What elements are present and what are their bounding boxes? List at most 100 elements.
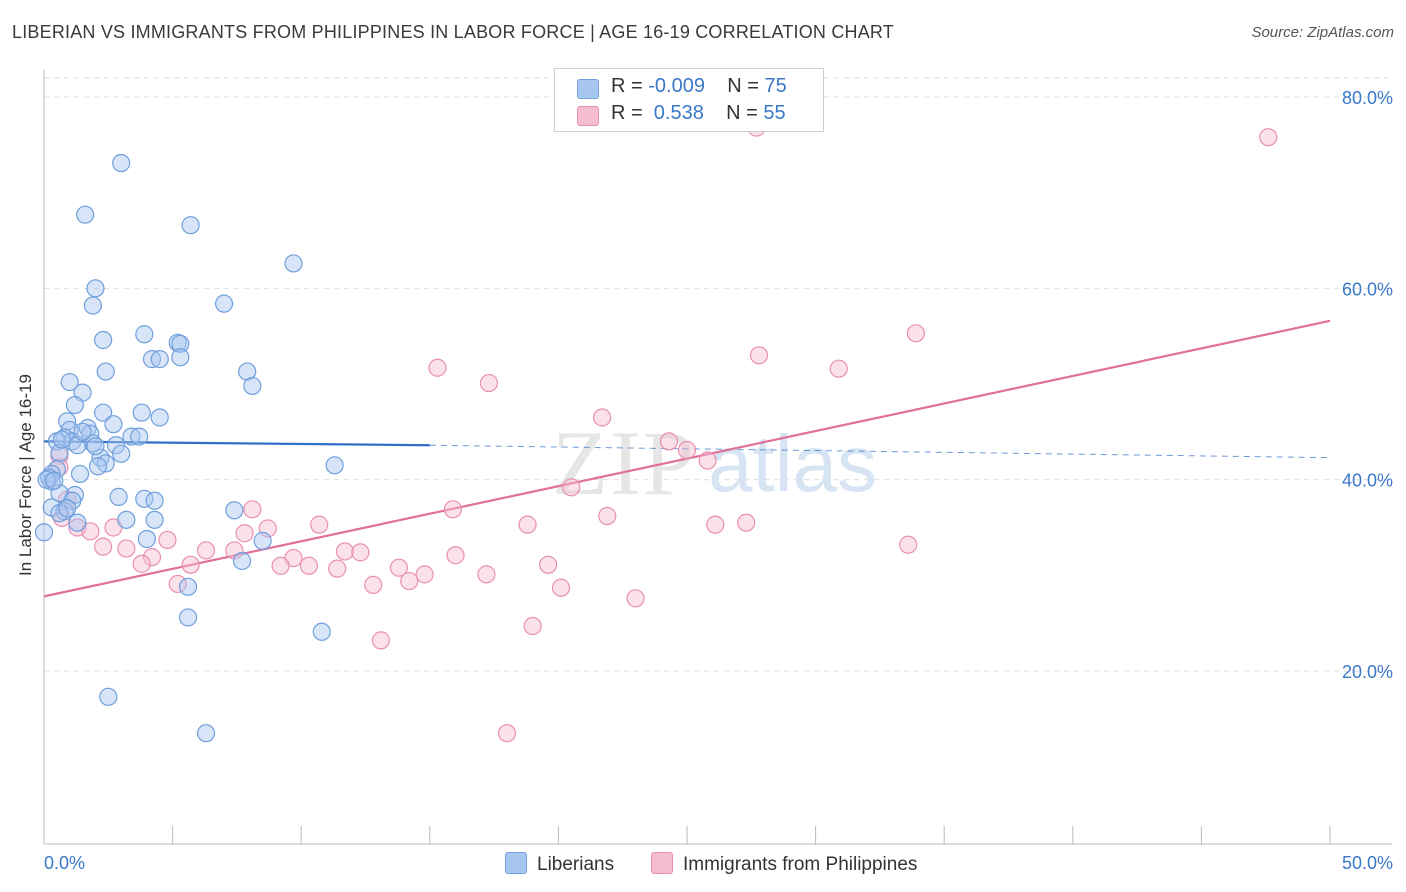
liberians-point xyxy=(83,296,102,315)
legend-n-value: 75 xyxy=(764,75,787,97)
philippines-point xyxy=(415,565,434,584)
x-tick-label: 50.0% xyxy=(1342,853,1393,873)
tick-labels: 20.0% 40.0% 60.0% 80.0% 0.0% 50.0% xyxy=(44,88,1393,873)
liberians-point xyxy=(94,403,113,422)
liberians-point xyxy=(86,437,105,456)
philippines-point xyxy=(706,515,725,534)
philippines-point xyxy=(539,555,558,574)
philippines-point xyxy=(593,408,612,427)
philippines-point xyxy=(598,506,617,526)
philippines-point xyxy=(132,554,151,573)
liberians-point xyxy=(137,529,156,549)
liberians-point xyxy=(83,434,102,453)
bottom-legend-label: Liberians xyxy=(537,854,615,875)
liberians-point xyxy=(104,415,123,434)
liberians-point xyxy=(130,427,149,446)
philippines-point xyxy=(523,616,542,636)
philippines-point xyxy=(142,548,162,567)
philippines-point xyxy=(181,555,200,574)
legend-r-label: R = xyxy=(611,102,649,124)
philippines-point xyxy=(371,631,391,650)
liberians-point xyxy=(145,491,164,510)
liberians-point xyxy=(135,325,154,344)
philippines-point xyxy=(1259,128,1278,147)
liberians-point xyxy=(232,551,252,571)
liberians-point xyxy=(196,724,216,743)
liberians-point xyxy=(142,350,162,369)
philippines-point xyxy=(389,558,409,577)
philippines-point xyxy=(168,574,187,594)
liberians-point xyxy=(181,216,200,235)
philippines-point xyxy=(158,530,177,550)
liberians-point xyxy=(178,577,198,596)
legend-swatch-liberians xyxy=(577,79,599,99)
x-tick-label: 0.0% xyxy=(44,853,85,873)
y-axis-label: In Labor Force | Age 16-19 xyxy=(16,374,35,576)
liberians-point xyxy=(45,471,64,490)
liberians-point xyxy=(96,362,115,381)
philippines-point xyxy=(335,542,355,561)
legend-n-value: 55 xyxy=(763,102,786,124)
liberians-point xyxy=(225,501,244,520)
philippines-point xyxy=(94,537,113,556)
philippines-point xyxy=(196,541,216,560)
philippines-point xyxy=(497,724,517,743)
y-tick-label: 80.0% xyxy=(1342,88,1393,108)
watermark-zip: ZIP xyxy=(552,412,696,514)
liberians-trend-extension xyxy=(429,444,1331,459)
liberians-point xyxy=(117,510,136,529)
bottom-legend-swatch-liberians xyxy=(505,852,527,874)
liberians-point xyxy=(171,334,190,353)
philippines-point xyxy=(235,524,254,543)
liberians-point xyxy=(145,510,164,529)
liberians-point xyxy=(73,422,92,441)
philippines-point xyxy=(899,535,918,554)
philippines-point xyxy=(81,522,100,541)
philippines-point xyxy=(443,500,463,519)
liberians-point xyxy=(325,456,344,475)
liberians-point xyxy=(238,362,257,381)
data-points xyxy=(34,118,1278,743)
axes xyxy=(43,70,1392,845)
liberians-point xyxy=(150,408,169,427)
liberians-point xyxy=(122,427,141,446)
y-tick-label: 40.0% xyxy=(1342,471,1393,491)
philippines-point xyxy=(677,440,697,460)
philippines-point xyxy=(626,589,645,608)
liberians-point xyxy=(109,487,128,506)
liberians-point xyxy=(52,430,72,449)
legend-r-label: R = xyxy=(611,75,649,97)
legend-n-label: N = xyxy=(726,102,764,124)
philippines-point xyxy=(479,373,499,393)
liberians-point xyxy=(68,513,87,532)
zipatlas-watermark: ZIP atlas xyxy=(552,412,877,514)
liberians-point xyxy=(150,350,169,369)
philippines-point xyxy=(749,346,769,365)
liberians-point xyxy=(112,153,131,173)
philippines-point xyxy=(271,556,290,575)
liberians-point xyxy=(132,403,151,422)
philippines-point xyxy=(551,578,571,597)
liberians-point xyxy=(58,499,77,518)
philippines-point xyxy=(829,359,848,378)
philippines-point xyxy=(428,358,447,377)
philippines-point xyxy=(737,513,756,532)
legend-r-value: -0.009 xyxy=(648,75,705,97)
liberians-point xyxy=(88,457,108,476)
philippines-point xyxy=(310,515,329,534)
bottom-legend-swatch-philippines xyxy=(651,852,673,874)
liberians-point xyxy=(253,531,272,550)
liberians-point xyxy=(65,395,84,415)
liberians-point xyxy=(243,376,262,396)
liberians-point xyxy=(178,608,198,627)
bottom-legend-liberians: Liberians xyxy=(505,852,614,876)
legend-swatch-philippines xyxy=(577,106,599,126)
bottom-legend-label: Immigrants from Philippines xyxy=(683,854,918,875)
liberians-point xyxy=(171,348,190,367)
legend-n-label: N = xyxy=(727,75,765,97)
philippines-point xyxy=(400,571,419,591)
philippines-point xyxy=(243,500,262,519)
philippines-point xyxy=(364,575,383,595)
liberians-point xyxy=(214,294,234,313)
